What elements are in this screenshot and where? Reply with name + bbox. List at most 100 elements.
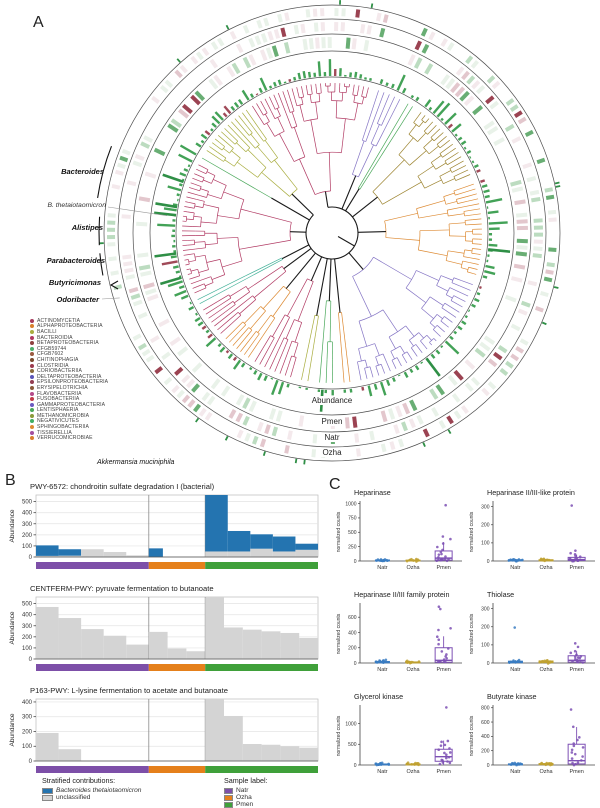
bar-chart-title: P163-PWY: L-lysine fermentation to aceta… — [30, 686, 324, 695]
bar-chart-title: CENTFERM-PWY: pyruvate fermentation to b… — [30, 584, 324, 593]
taxa-color-dot — [30, 392, 34, 396]
taxa-color-dot — [30, 330, 34, 334]
taxa-color-dot — [30, 358, 34, 362]
box-plot-title: Thiolase — [487, 590, 600, 599]
tree-clade — [338, 312, 350, 382]
box-plot-title: Butyrate kinase — [487, 692, 600, 701]
stratified-legend: Stratified contributions: Bacteroides th… — [42, 776, 141, 801]
species-label: Akkermansia muciniphila — [97, 459, 174, 466]
svg-text:0: 0 — [487, 559, 490, 565]
svg-text:100: 100 — [481, 643, 490, 649]
sample-strip-Natr — [36, 562, 149, 569]
natr-swatch — [224, 788, 233, 794]
bar-chart-pwy-6572: PWY-6572: chondroitin sulfate degradatio… — [6, 482, 324, 572]
svg-text:Ozha: Ozha — [539, 769, 553, 775]
sample-strip-Pmen — [205, 664, 318, 671]
legend-item-pmen: Pmen — [224, 801, 268, 808]
taxa-color-dot — [30, 347, 34, 351]
ozha-swatch — [224, 795, 233, 801]
taxa-color-dot — [30, 408, 34, 412]
bar-chart-centferm: CENTFERM-PWY: pyruvate fermentation to b… — [6, 584, 324, 674]
svg-text:Natr: Natr — [377, 769, 388, 775]
svg-text:Abundance: Abundance — [9, 611, 16, 644]
sample-strip-Pmen — [205, 766, 318, 773]
svg-text:400: 400 — [22, 700, 33, 706]
box-plot-title: Glycerol kinase — [354, 692, 467, 701]
svg-text:Ozha: Ozha — [539, 667, 553, 673]
svg-text:750: 750 — [348, 516, 357, 522]
svg-text:200: 200 — [22, 729, 33, 735]
svg-text:1000: 1000 — [345, 501, 356, 507]
svg-text:400: 400 — [22, 613, 33, 619]
svg-text:1000: 1000 — [345, 721, 356, 727]
legend-item-label: Pmen — [236, 801, 253, 808]
bar-chart-title: PWY-6572: chondroitin sulfate degradatio… — [30, 482, 324, 491]
svg-text:100: 100 — [22, 744, 33, 750]
sample-strip-Natr — [36, 766, 149, 773]
svg-text:Ozha: Ozha — [539, 565, 553, 571]
svg-text:Natr: Natr — [510, 565, 521, 571]
svg-text:600: 600 — [481, 720, 490, 726]
legend-item-label: Bacteroides thetaiotaomicron — [56, 787, 141, 794]
taxa-color-dot — [30, 319, 34, 323]
ring-label: Natr — [322, 433, 341, 442]
svg-text:500: 500 — [348, 530, 357, 536]
box-plot-title: Heparinase — [354, 488, 467, 497]
taxa-color-dot — [30, 419, 34, 423]
tree-clade — [255, 279, 313, 377]
genus-label: Odoribacter — [56, 295, 99, 304]
svg-text:Ozha: Ozha — [406, 667, 420, 673]
svg-text:200: 200 — [481, 625, 490, 631]
svg-text:normalized counts: normalized counts — [336, 613, 342, 654]
genus-label: Bacteroides — [61, 167, 104, 176]
svg-text:200: 200 — [22, 533, 33, 539]
svg-text:250: 250 — [348, 544, 357, 550]
svg-text:100: 100 — [481, 541, 490, 547]
svg-text:Abundance: Abundance — [9, 713, 16, 746]
svg-text:Pmen: Pmen — [436, 565, 450, 571]
svg-text:normalized counts: normalized counts — [336, 715, 342, 756]
taxa-color-dot — [30, 397, 34, 401]
sample-strip-Ozha — [149, 766, 205, 773]
svg-text:400: 400 — [481, 734, 490, 740]
svg-text:0: 0 — [29, 657, 33, 663]
svg-text:300: 300 — [481, 606, 490, 612]
svg-text:200: 200 — [481, 523, 490, 529]
svg-text:0: 0 — [29, 759, 33, 765]
taxa-color-dot — [30, 336, 34, 340]
svg-text:200: 200 — [22, 635, 33, 641]
svg-text:0: 0 — [354, 559, 357, 565]
genus-label: B. thetaiotaomicron — [47, 202, 106, 209]
genus-label: Alistipes — [72, 223, 103, 232]
tree-clade — [385, 184, 482, 274]
svg-text:400: 400 — [22, 511, 33, 517]
svg-text:300: 300 — [481, 504, 490, 510]
taxa-color-dot — [30, 352, 34, 356]
svg-text:normalized counts: normalized counts — [469, 613, 475, 654]
svg-text:Ozha: Ozha — [406, 769, 420, 775]
taxa-color-dot — [30, 369, 34, 373]
sample-strip-Natr — [36, 664, 149, 671]
taxa-color-dot — [30, 431, 34, 435]
svg-text:Ozha: Ozha — [406, 565, 420, 571]
sample-strip-Ozha — [149, 664, 205, 671]
svg-text:800: 800 — [481, 706, 490, 712]
svg-text:Pmen: Pmen — [436, 769, 450, 775]
svg-text:500: 500 — [22, 500, 33, 506]
legend-item-label: Ozha — [236, 794, 252, 801]
tree-clade — [198, 258, 283, 304]
genus-label: Parabacteroides — [47, 256, 105, 265]
